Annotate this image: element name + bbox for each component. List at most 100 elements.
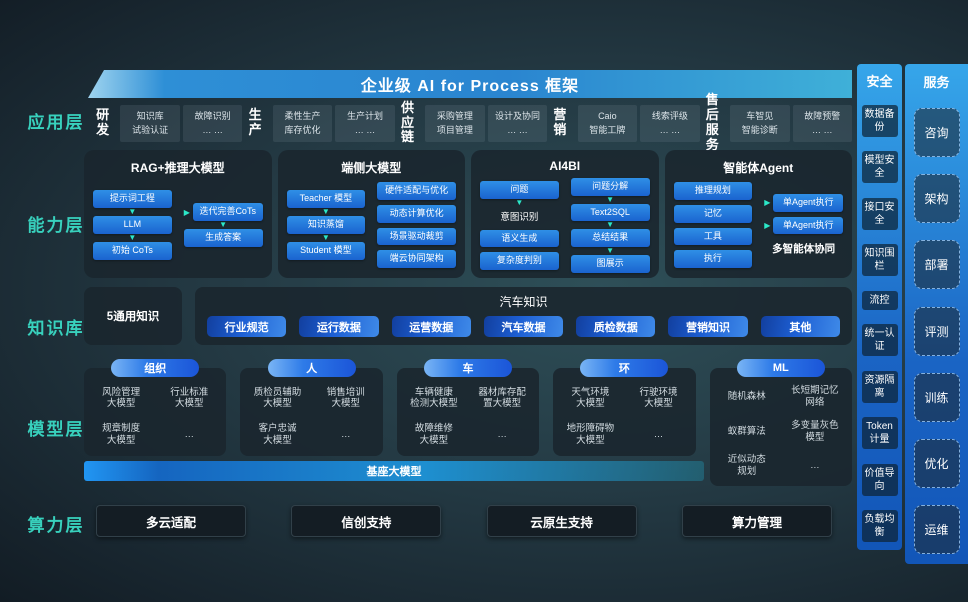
app-item: 故障识别 … … [182, 104, 243, 142]
arrow-down-icon: ▼ [515, 197, 524, 207]
capability-box: 智能体Agent 推理规划 记忆 工具 执行 ▶ 单Agent执行 ▶ 单Agent执行 多智能体… [664, 150, 852, 278]
auto-knowledge-box: 汽车知识 行业规范 运行数据 运营数据 汽车数据 质检数据 营销知识 其他 [195, 287, 852, 345]
base-model-bar: 基座大模型 [84, 461, 704, 481]
service-item: 评测 [913, 306, 960, 356]
app-group-label: 售后 服务 [705, 92, 719, 152]
flow-node-button: 总结结果 [570, 229, 650, 248]
capability-columns: Teacher 模型 ▼ 知识蒸馏 ▼ Student 模型 硬件适配与优化 动态计算优化场… [285, 181, 459, 269]
model-item: … [497, 428, 507, 440]
compute-box: 算力管理 [681, 505, 832, 537]
security-item: 价值导向 [861, 463, 898, 496]
model-group-pill: 车 [424, 359, 513, 377]
capability-box-title: AI4BI [549, 159, 581, 173]
knowledge-layer-row: 5通用知识 汽车知识 行业规范 运行数据 运营数据 汽车数据 质检数据 营销知识 其他 [84, 287, 852, 345]
capability-box: 端侧大模型 Teacher 模型 ▼ 知识蒸馏 ▼ Student 模型 硬件适配与优化 动态… [277, 150, 465, 278]
model-item: 随机森林 [727, 390, 766, 402]
compute-box: 多云适配 [96, 505, 246, 537]
capability-layer-row: RAG+推理大模型 提示词工程 ▼ LLM ▼ 初始 CoTs ▶ 迭代完善CoTs ▼ 生成答案… [84, 150, 852, 278]
flow-node-button: 单Agent执行 [773, 216, 843, 235]
model-item: 行驶环境 大模型 [639, 386, 678, 410]
arrow-down-icon: ▼ [219, 220, 228, 229]
model-group-box: 人质检员辅助 大模型 销售培训 大模型 客户忠诚 大模型… [240, 359, 383, 456]
capability-box-title: 智能体Agent [723, 161, 794, 175]
app-group: 研发 知识库 试验认证 故障识别… … [90, 104, 243, 142]
multi-agent-caption: 多智能体协同 [772, 243, 836, 256]
arrow-down-icon: ▼ [606, 246, 615, 256]
app-item: 故障预警 … … [792, 104, 853, 142]
security-item: 负载均衡 [861, 510, 898, 542]
model-item: 地形障碍物 大模型 [566, 422, 615, 446]
flow-node-button: 工具 [673, 227, 753, 246]
flow-node-button: 动态计算优化 [377, 204, 456, 223]
app-item-text: 柔性生产 [284, 110, 321, 121]
app-item-text: Caio [598, 110, 617, 121]
flow-node-with-arrow: ▶ 单Agent执行 [764, 216, 843, 235]
compute-layer-row: 多云适配 信创支持 云原生支持 算力管理 [96, 505, 832, 537]
layer-label-capability: 能力层 [27, 216, 85, 235]
model-item: … [810, 460, 820, 472]
capability-box: RAG+推理大模型 提示词工程 ▼ LLM ▼ 初始 CoTs ▶ 迭代完善CoTs ▼ 生成答案 [84, 150, 272, 278]
model-item: 行业标准 大模型 [170, 386, 209, 410]
knowledge-pill: 运营数据 [391, 316, 471, 337]
flow-node-button: Teacher 模型 [286, 190, 366, 209]
arrow-down-icon: ▼ [606, 220, 615, 230]
capability-column: 提示词工程 ▼ LLM ▼ 初始 CoTs [91, 181, 174, 269]
service-column: 服务 咨询 架构 部署 评测 训练 优化 运维 [905, 64, 968, 564]
app-item: 线索评级 … … [640, 104, 700, 142]
knowledge-pill: 运行数据 [299, 316, 379, 337]
base-model-label: 基座大模型 [366, 466, 422, 478]
flow-node-button: 初始 CoTs [93, 241, 172, 260]
app-item-text: 项目管理 [436, 124, 473, 135]
capability-box: AI4BI 问题 ▼ 意图识别 语义生成 复杂度判别 问题分解 ▼ Text2SQL ▼ 总结结果 ▼… [471, 150, 659, 278]
model-item-grid: 质检员辅助 大模型 销售培训 大模型 客户忠诚 大模型… [244, 383, 378, 450]
app-item: 生产计划 … … [335, 104, 395, 142]
app-item: 车智见 智能诊断 [729, 104, 790, 142]
service-item: 训练 [913, 372, 960, 422]
flow-node-button: 单Agent执行 [773, 193, 843, 212]
model-item: 风险管理 大模型 [102, 386, 141, 410]
app-item-text: 车智见 [746, 110, 774, 121]
framework-title: 企业级 AI for Process 框架 [360, 78, 580, 95]
model-group-box: 组织 风险管理 大模型 行业标准 大模型 规章制度 大模型… [84, 359, 227, 456]
auto-knowledge-title: 汽车知识 [499, 295, 548, 309]
knowledge-pill: 营销知识 [668, 316, 748, 337]
app-item-text: 设计及协同 [494, 110, 540, 121]
model-item-grid: 随机森林 长短期记忆 网络 蚁群算法 多变量灰色 模型 近似动态 规划… [714, 383, 848, 480]
spacer [377, 223, 456, 228]
capability-column: 问题 ▼ 意图识别 语义生成 复杂度判别 [478, 178, 561, 273]
service-item: 运维 [913, 504, 960, 554]
model-group-box: 环天气环境 大模型 行驶环境 大模型 地形障碍物 大模型… [553, 359, 696, 456]
flow-node-with-arrow: ▶ 迭代完善CoTs [184, 203, 263, 221]
app-item-text: 故障预警 [804, 110, 841, 121]
security-item: 接口安全 [861, 197, 898, 230]
model-item: … [184, 428, 195, 440]
security-item: Token计量 [861, 417, 898, 449]
app-group: 营销 Caio 智能工牌 线索评级 … … [547, 104, 700, 142]
flow-node-button: 语义生成 [480, 229, 559, 248]
flow-node-button: 执行 [673, 250, 753, 268]
app-item-text: 生产计划 [347, 110, 384, 121]
flow-node-button: 场景驱动裁剪 [377, 227, 456, 246]
model-item: 器材库存配 置大模型 [478, 386, 526, 410]
compute-box: 云原生支持 [486, 505, 637, 537]
knowledge-pill: 其他 [760, 316, 840, 337]
model-item: 蚁群算法 [727, 425, 766, 437]
arrow-right-icon: ▶ [183, 207, 190, 217]
app-group-label: 生产 [248, 107, 262, 137]
knowledge-pill: 质检数据 [576, 316, 656, 337]
app-item-text: 库存优化 [284, 124, 321, 135]
model-item: 车辆健康 检测大模型 [410, 386, 458, 410]
flow-node-button: 知识蒸馏 [286, 216, 366, 234]
capability-column: 问题分解 ▼ Text2SQL ▼ 总结结果 ▼ 图展示 [569, 178, 652, 273]
app-item-text: … … [507, 124, 528, 135]
security-column-header: 安全 [866, 74, 893, 89]
flow-node-button: 复杂度判别 [480, 252, 559, 270]
service-column-header: 服务 [923, 75, 950, 90]
application-layer-row: 研发 知识库 试验认证 故障识别… … 生产 柔性生产 库存优化 生产计划… … 供应 链采购管… [90, 92, 853, 152]
model-group-pill: 组织 [111, 359, 200, 377]
model-group-pill: 环 [580, 359, 669, 377]
app-item: 知识库 试验认证 [120, 104, 180, 142]
model-item-grid: 风险管理 大模型 行业标准 大模型 规章制度 大模型… [88, 383, 222, 450]
app-item-text: 线索评级 [651, 110, 688, 121]
